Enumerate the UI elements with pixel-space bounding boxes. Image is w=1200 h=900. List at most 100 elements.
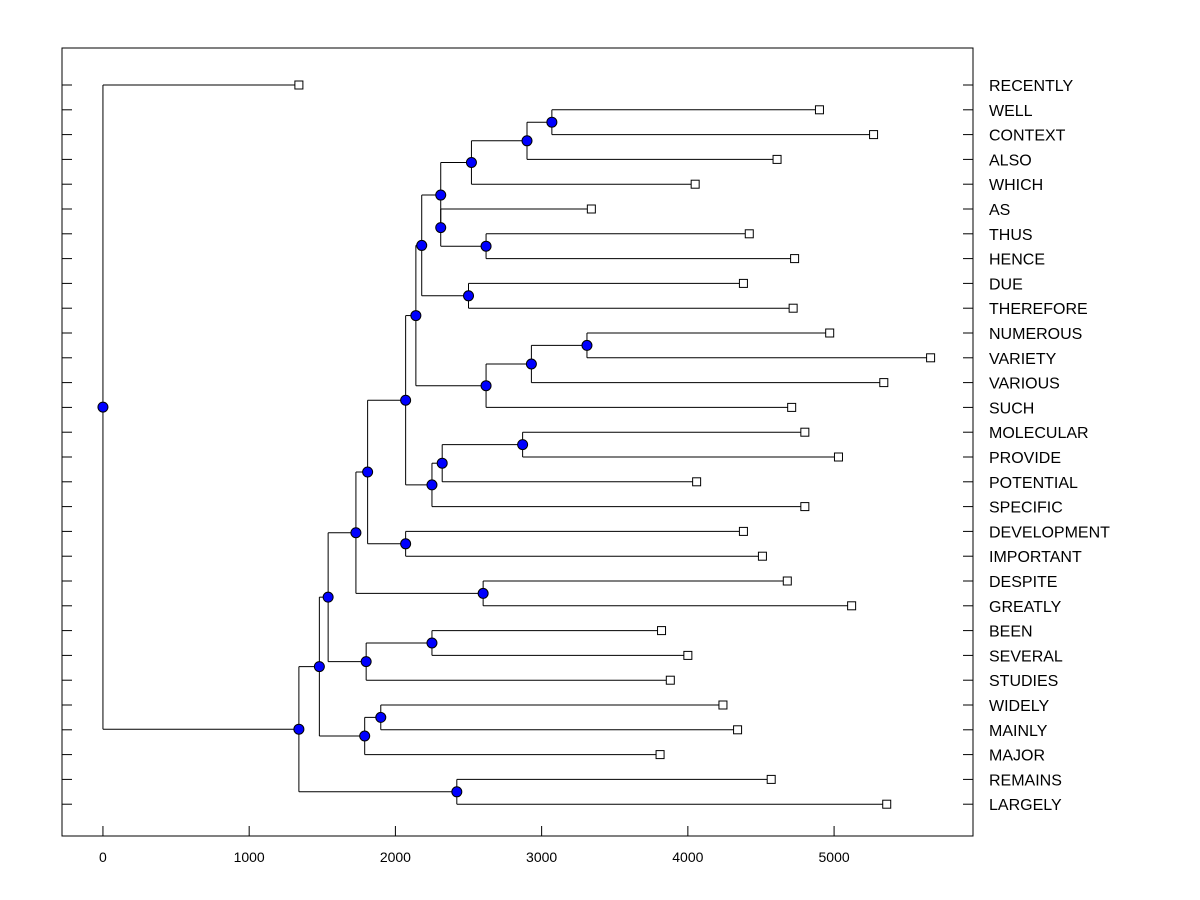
- merge-node-markers: [97, 116, 593, 798]
- merge-node-n13: [517, 439, 529, 451]
- leaf-marker-various: [879, 378, 889, 388]
- leaf-labels: RECENTLY WELL CONTEXT ALSO WHICH AS THUS HENCE D…: [989, 78, 1110, 814]
- leaf-marker-recently: [294, 80, 304, 90]
- merge-node-n12: [410, 310, 422, 322]
- leaf-marker-variety: [926, 353, 936, 363]
- leaf-label-due: DUE: [989, 276, 1023, 293]
- merge-node-n1: [546, 116, 558, 128]
- leaf-marker-thus: [744, 229, 754, 239]
- leaf-label-therefore: THEREFORE: [989, 301, 1088, 318]
- merge-node-n6: [435, 189, 447, 201]
- x-axis-ticks: 0 1000 2000 3000 4000 5000: [99, 826, 850, 865]
- merge-node-n2: [521, 135, 533, 147]
- leaf-label-greatly: GREATLY: [989, 599, 1062, 616]
- leaf-label-as: AS: [989, 202, 1010, 219]
- x-tick-label-1000: 1000: [234, 849, 265, 865]
- merge-node-n17: [400, 538, 412, 550]
- merge-node-n23: [322, 591, 334, 603]
- merge-node-n3: [465, 157, 477, 168]
- merge-node-n16: [400, 394, 412, 406]
- leaf-marker-provide: [833, 452, 843, 462]
- leaf-marker-molecular: [800, 427, 810, 437]
- merge-node-n21: [426, 637, 438, 649]
- leaf-marker-important: [757, 551, 767, 561]
- merge-node-n28: [293, 723, 305, 735]
- leaf-label-been: BEEN: [989, 624, 1033, 641]
- leaf-marker-potential: [692, 477, 702, 487]
- merge-node-n10: [525, 358, 537, 370]
- leaf-label-hence: HENCE: [989, 252, 1045, 269]
- x-tick-label-4000: 4000: [672, 849, 703, 865]
- leaf-marker-studies: [665, 675, 675, 685]
- leaf-marker-major: [655, 750, 665, 760]
- leaf-markers: [294, 80, 936, 809]
- leaf-label-specific: SPECIFIC: [989, 500, 1063, 517]
- leaf-label-provide: PROVIDE: [989, 450, 1061, 467]
- leaf-label-mainly: MAINLY: [989, 723, 1048, 740]
- leaf-label-well: WELL: [989, 103, 1033, 120]
- leaf-marker-largely: [882, 799, 892, 809]
- leaf-marker-such: [787, 402, 797, 412]
- leaf-marker-specific: [800, 502, 810, 512]
- x-tick-label-2000: 2000: [380, 849, 411, 865]
- leaf-label-such: SUCH: [989, 400, 1034, 417]
- leaf-label-recently: RECENTLY: [989, 78, 1073, 95]
- merge-node-n24: [375, 711, 387, 723]
- leaf-label-molecular: MOLECULAR: [989, 425, 1089, 442]
- leaf-label-widely: WIDELY: [989, 698, 1049, 715]
- leaf-marker-greatly: [847, 601, 857, 611]
- dendrogram-links: [102, 84, 931, 805]
- merge-node-n7: [463, 290, 475, 302]
- leaf-label-development: DEVELOPMENT: [989, 524, 1110, 541]
- leaf-marker-well: [814, 105, 824, 115]
- x-tick-label-0: 0: [99, 849, 107, 865]
- merge-node-n9: [581, 339, 593, 351]
- merge-node-n27: [451, 786, 463, 798]
- x-tick-label-5000: 5000: [819, 849, 850, 865]
- merge-node-n26: [313, 661, 325, 673]
- leaf-label-numerous: NUMEROUS: [989, 326, 1082, 343]
- leaf-label-important: IMPORTANT: [989, 549, 1082, 566]
- leaf-marker-been: [657, 626, 667, 636]
- merge-node-n29: [97, 401, 109, 413]
- leaf-marker-as: [586, 204, 596, 214]
- merge-node-n20: [350, 527, 362, 539]
- leaf-marker-widely: [718, 700, 728, 710]
- merge-node-n11: [480, 380, 492, 392]
- merge-node-n18: [362, 466, 374, 478]
- leaf-marker-despite: [782, 576, 792, 586]
- merge-node-n25: [359, 730, 371, 742]
- leaf-marker-several: [683, 650, 693, 660]
- leaf-label-thus: THUS: [989, 227, 1033, 244]
- merge-node-n14: [436, 457, 448, 469]
- leaf-label-major: MAJOR: [989, 748, 1045, 765]
- leaf-label-despite: DESPITE: [989, 574, 1057, 591]
- leaf-marker-therefore: [788, 303, 798, 313]
- merge-node-n19: [477, 587, 489, 599]
- leaf-marker-due: [738, 278, 748, 288]
- leaf-label-remains: REMAINS: [989, 772, 1062, 789]
- merge-node-n15: [426, 479, 438, 491]
- plot-frame: [61, 47, 974, 837]
- leaf-label-also: ALSO: [989, 152, 1032, 169]
- leaf-label-several: SEVERAL: [989, 648, 1063, 665]
- row-ticks: [62, 84, 973, 805]
- leaf-marker-hence: [790, 254, 800, 264]
- merge-node-n22: [360, 656, 372, 668]
- merge-node-n5: [435, 222, 447, 234]
- leaf-label-largely: LARGELY: [989, 797, 1062, 814]
- leaf-label-studies: STUDIES: [989, 673, 1058, 690]
- leaf-marker-development: [738, 526, 748, 536]
- leaf-marker-which: [690, 179, 700, 189]
- leaf-marker-context: [869, 130, 879, 140]
- merge-node-n4: [480, 240, 492, 252]
- leaf-label-variety: VARIETY: [989, 351, 1057, 368]
- x-tick-label-3000: 3000: [526, 849, 557, 865]
- leaf-label-which: WHICH: [989, 177, 1043, 194]
- leaf-marker-remains: [766, 774, 776, 784]
- leaf-marker-numerous: [825, 328, 835, 338]
- leaf-marker-also: [772, 154, 782, 164]
- leaf-label-various: VARIOUS: [989, 376, 1060, 393]
- merge-node-n8: [416, 239, 428, 251]
